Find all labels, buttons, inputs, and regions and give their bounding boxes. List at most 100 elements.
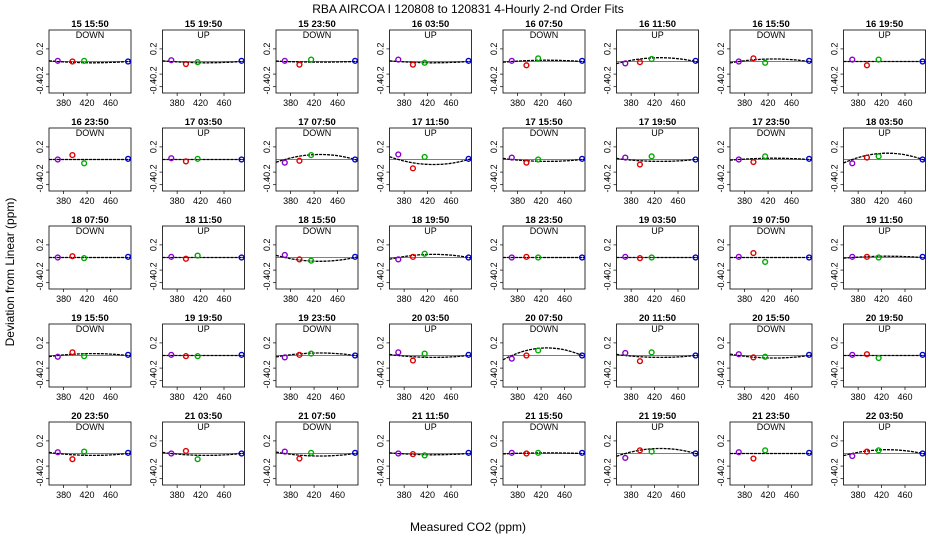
x-tick-label: 380 (56, 98, 71, 108)
panel-title: 19 23:50 (298, 313, 336, 324)
x-tick-label: 420 (647, 392, 662, 402)
y-tick-label: -0.4 (830, 177, 840, 193)
x-tick-label: 420 (420, 98, 435, 108)
x-tick-label: 420 (80, 392, 95, 402)
data-point (395, 151, 402, 158)
panel-title: 18 15:50 (298, 215, 336, 226)
panel-title: 20 03:50 (412, 313, 450, 324)
y-tick-label: -0.2 (603, 164, 613, 180)
x-tick-label: 420 (647, 294, 662, 304)
y-tick-label: 0.2 (262, 43, 272, 56)
data-point (750, 249, 757, 257)
data-point (194, 59, 201, 66)
data-point (523, 450, 530, 457)
y-tick-label: -0.2 (830, 360, 840, 376)
x-tick-label: 380 (510, 98, 525, 108)
y-tick-label: 0.2 (376, 435, 386, 448)
data-point (863, 62, 871, 69)
x-tick-label: 380 (624, 490, 639, 500)
panel-mode-label: UP (424, 128, 437, 138)
y-tick-label: 0.2 (716, 435, 726, 448)
data-point (351, 352, 359, 359)
y-tick-label: -0.2 (149, 262, 159, 278)
y-tick-label: -0.2 (262, 66, 272, 82)
data-point (296, 61, 303, 68)
data-point (919, 253, 926, 260)
data-point (194, 155, 201, 162)
y-tick-label: 0.2 (603, 141, 613, 154)
data-point (622, 60, 629, 67)
data-point (182, 158, 190, 165)
data-point (523, 159, 530, 166)
y-tick-label: -0.2 (376, 458, 386, 474)
data-point (409, 253, 417, 260)
y-tick-label: -0.4 (830, 373, 840, 389)
x-tick-label: 460 (216, 392, 231, 402)
data-point (465, 57, 472, 64)
data-point (735, 351, 742, 358)
y-tick-label: -0.2 (716, 458, 726, 474)
data-point (735, 449, 742, 456)
data-point (238, 254, 245, 261)
y-tick-label: 0.2 (716, 239, 726, 252)
y-axis-label: Deviation from Linear (ppm) (3, 198, 17, 347)
data-point (69, 253, 76, 260)
panel-title: 15 15:50 (71, 19, 109, 30)
data-point (508, 254, 515, 261)
fit-curve (616, 57, 699, 65)
data-point (692, 352, 699, 359)
y-tick-label: -0.4 (603, 373, 613, 389)
y-tick-label: -0.2 (35, 164, 45, 180)
panel-mode-label: DOWN (530, 128, 559, 138)
data-point (523, 253, 530, 260)
panel-title: 21 11:50 (412, 411, 449, 422)
data-point (735, 253, 742, 260)
data-point (124, 351, 132, 358)
y-tick-label: -0.2 (830, 262, 840, 278)
data-point (535, 347, 542, 354)
x-tick-label: 380 (56, 490, 71, 500)
data-point (238, 351, 245, 358)
x-tick-label: 380 (283, 392, 298, 402)
fit-curve (502, 347, 586, 361)
x-tick-label: 420 (420, 196, 435, 206)
fit-curve (616, 353, 699, 359)
x-tick-label: 460 (443, 392, 458, 402)
data-point (578, 155, 586, 162)
data-point (296, 455, 303, 462)
data-point (750, 158, 757, 166)
fit-curve (48, 352, 132, 358)
x-tick-label: 380 (737, 196, 752, 206)
panel-title: 21 23:50 (752, 411, 790, 422)
panel-mode-label: DOWN (303, 324, 332, 334)
data-point (875, 56, 882, 63)
data-point (281, 57, 288, 64)
x-tick-label: 380 (283, 294, 298, 304)
x-tick-label: 380 (624, 196, 639, 206)
panel-title: 18 03:50 (866, 117, 904, 128)
y-tick-label: 0.2 (830, 141, 840, 154)
panel-mode-label: DOWN (76, 324, 105, 334)
y-tick-label: 0.2 (376, 239, 386, 252)
x-tick-label: 420 (307, 294, 322, 304)
x-tick-label: 420 (80, 98, 95, 108)
y-tick-label: -0.2 (489, 458, 499, 474)
data-point (875, 447, 882, 454)
y-tick-label: -0.4 (603, 471, 613, 487)
panel-title: 18 23:50 (525, 215, 563, 226)
y-tick-label: -0.2 (262, 164, 272, 180)
y-tick-label: -0.4 (376, 471, 386, 487)
